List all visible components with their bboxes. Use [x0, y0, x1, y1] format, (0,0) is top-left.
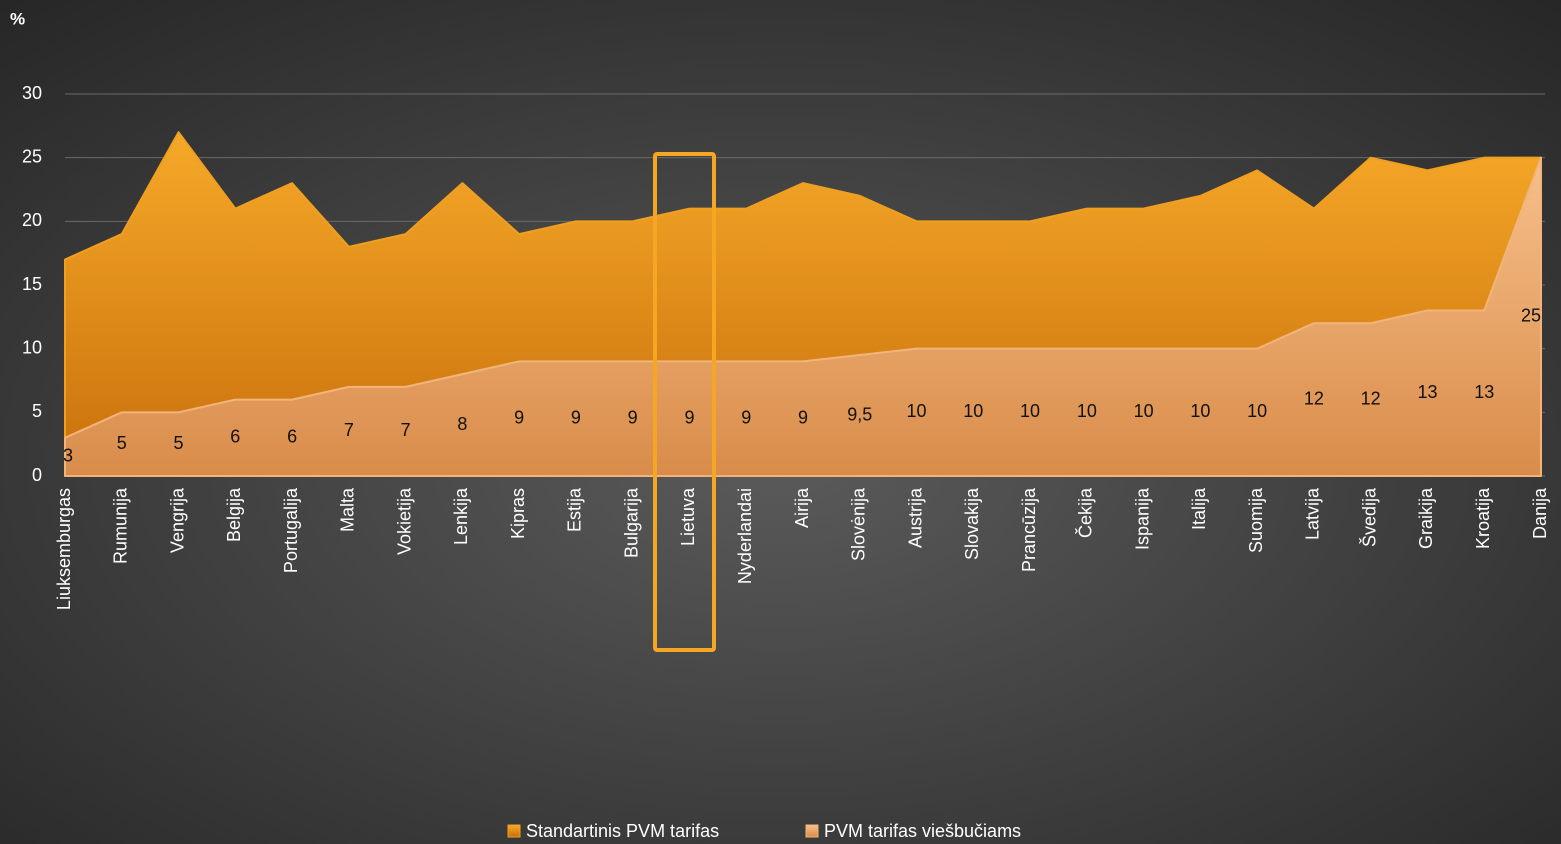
x-tick-label: Nyderlandai	[735, 488, 755, 584]
data-label: 10	[1190, 401, 1210, 421]
data-label: 10	[963, 401, 983, 421]
x-tick-label: Austrija	[905, 487, 925, 548]
data-label: 25	[1521, 306, 1541, 326]
x-tick-label: Bulgarija	[621, 487, 641, 558]
data-label: 9	[571, 407, 581, 427]
data-label: 13	[1417, 382, 1437, 402]
data-label: 5	[174, 433, 184, 453]
x-tick-label: Danija	[1530, 487, 1550, 539]
y-tick-label: 5	[32, 401, 42, 421]
data-label: 3	[63, 446, 73, 466]
data-label: 12	[1361, 388, 1381, 408]
x-tick-label: Kroatija	[1473, 487, 1493, 549]
x-tick-label: Graikija	[1416, 487, 1436, 549]
data-label: 9,5	[847, 404, 872, 424]
data-label: 7	[344, 420, 354, 440]
data-label: 7	[401, 420, 411, 440]
x-tick-label: Vengrija	[167, 487, 187, 553]
x-tick-label: Lenkija	[451, 487, 471, 545]
data-label: 10	[1020, 401, 1040, 421]
legend-marker	[805, 824, 819, 838]
x-tick-label: Liuksemburgas	[54, 488, 74, 610]
data-label: 12	[1304, 388, 1324, 408]
data-label: 8	[457, 414, 467, 434]
x-tick-label: Airija	[792, 487, 812, 528]
x-tick-label: Slovakija	[962, 487, 982, 560]
highlight-box	[653, 152, 716, 652]
x-tick-label: Čekija	[1075, 487, 1096, 538]
data-label: 10	[1077, 401, 1097, 421]
y-tick-label: 0	[32, 465, 42, 485]
x-tick-label: Rumunija	[111, 487, 131, 564]
y-tick-label: 10	[22, 337, 42, 357]
y-tick-label: 30	[22, 83, 42, 103]
data-label: 6	[230, 427, 240, 447]
legend-label: PVM tarifas viešbučiams	[824, 821, 1021, 841]
data-label: 9	[514, 407, 524, 427]
data-label: 10	[1247, 401, 1267, 421]
x-tick-label: Portugalija	[281, 487, 301, 573]
x-tick-label: Švedija	[1358, 487, 1379, 547]
y-tick-label: 25	[22, 146, 42, 166]
x-tick-label: Ispanija	[1132, 487, 1152, 550]
x-tick-label: Malta	[338, 487, 358, 532]
data-label: 9	[741, 407, 751, 427]
data-label: 6	[287, 427, 297, 447]
x-tick-label: Latvija	[1303, 487, 1323, 540]
y-tick-label: 20	[22, 210, 42, 230]
y-axis-label: %	[10, 9, 25, 28]
x-tick-label: Slovėnija	[849, 487, 869, 561]
data-label: 5	[117, 433, 127, 453]
x-tick-label: Estija	[565, 487, 585, 532]
data-label: 9	[798, 407, 808, 427]
x-tick-label: Prancūzija	[1019, 487, 1039, 572]
x-tick-label: Vokietija	[394, 487, 414, 555]
x-tick-label: Lietuva	[678, 487, 698, 546]
data-label: 9	[684, 407, 694, 427]
legend-label: Standartinis PVM tarifas	[526, 821, 719, 841]
x-tick-label: Italija	[1189, 487, 1209, 530]
data-label: 10	[907, 401, 927, 421]
data-label: 13	[1474, 382, 1494, 402]
area	[64, 156, 1542, 477]
data-label: 10	[1134, 401, 1154, 421]
x-tick-label: Kipras	[508, 488, 528, 539]
x-tick-label: Belgija	[224, 487, 244, 542]
y-tick-label: 15	[22, 274, 42, 294]
legend-marker	[507, 824, 521, 838]
data-label: 9	[628, 407, 638, 427]
x-tick-label: Suomija	[1246, 487, 1266, 553]
